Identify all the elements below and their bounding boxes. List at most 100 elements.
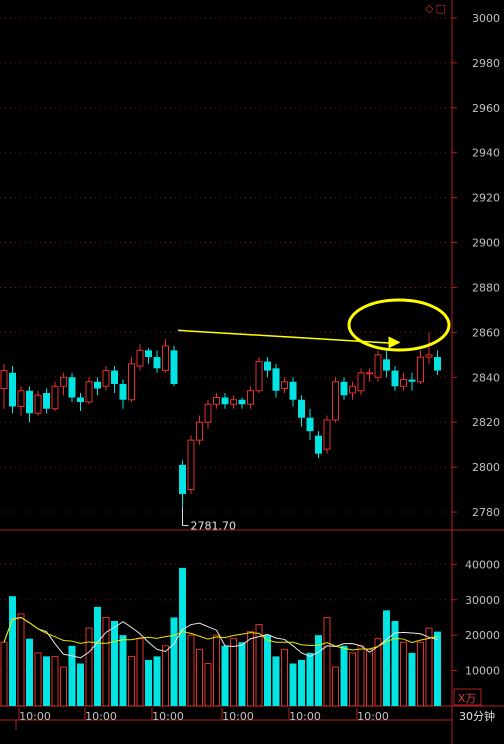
candle-body-up bbox=[366, 372, 373, 375]
volume-bar-up bbox=[34, 652, 42, 707]
candle-body-up bbox=[400, 379, 407, 387]
candle-body-up bbox=[349, 385, 356, 394]
candle-body-down bbox=[77, 397, 84, 402]
candle-body-down bbox=[340, 381, 348, 396]
price-tick-label: 2880 bbox=[472, 281, 500, 294]
volume-bar-down bbox=[111, 621, 118, 706]
volume-bar-down bbox=[391, 621, 399, 706]
volume-bar-up bbox=[128, 655, 135, 707]
diamond-icon[interactable]: ◇ bbox=[425, 2, 434, 15]
candle-body-down bbox=[153, 357, 161, 369]
candle-body-up bbox=[332, 381, 339, 421]
candle-body-down bbox=[111, 370, 118, 385]
corner-controls[interactable]: ◇ □ bbox=[423, 2, 446, 15]
volume-bar-down bbox=[94, 606, 101, 706]
price-tick-label: 2940 bbox=[472, 147, 500, 160]
candle-body-down bbox=[298, 399, 305, 418]
price-tick-label: 2840 bbox=[472, 371, 500, 384]
volume-bar-down bbox=[9, 596, 16, 706]
candle-body-up bbox=[60, 376, 67, 387]
time-tick-label: 10:00 bbox=[85, 710, 117, 723]
volume-unit-box bbox=[453, 688, 482, 706]
candle-body-down bbox=[179, 464, 186, 495]
candle-body-up bbox=[128, 363, 135, 401]
volume-bar-down bbox=[434, 631, 441, 706]
candle-body-up bbox=[417, 356, 424, 383]
candle-body-down bbox=[238, 399, 246, 405]
volume-bar-down bbox=[340, 645, 348, 706]
candle-body-up bbox=[136, 349, 144, 367]
volume-bar-up bbox=[85, 627, 93, 707]
candle-body-up bbox=[85, 381, 93, 403]
candle-body-up bbox=[357, 372, 365, 392]
timeframe-label: 30分钟 bbox=[459, 709, 495, 723]
candle-body-down bbox=[264, 361, 271, 371]
volume-bar-down bbox=[145, 659, 152, 706]
volume-bar-up bbox=[247, 631, 254, 707]
volume-bar-up bbox=[204, 663, 212, 707]
price-tick-label: 2820 bbox=[472, 416, 500, 429]
volume-tick-label: 40000 bbox=[465, 558, 500, 571]
time-tick-label: 10:00 bbox=[357, 710, 389, 723]
volume-bar-down bbox=[298, 659, 305, 706]
price-tick-label: 2960 bbox=[472, 102, 500, 115]
volume-unit-label: X万 bbox=[458, 692, 477, 705]
candle-body-down bbox=[68, 377, 76, 398]
candle-body-up bbox=[374, 354, 382, 378]
candle-body-up bbox=[281, 381, 288, 390]
candle-body-down bbox=[170, 350, 178, 385]
price-tick-label: 2920 bbox=[472, 192, 500, 205]
volume-bar-up bbox=[162, 645, 169, 707]
volume-bar-up bbox=[417, 641, 424, 707]
volume-bar-down bbox=[26, 638, 33, 706]
volume-tick-label: 30000 bbox=[465, 594, 500, 607]
volume-bar-down bbox=[238, 642, 246, 706]
volume-bar-up bbox=[425, 627, 433, 707]
volume-bar-up bbox=[374, 638, 382, 707]
arrow-head bbox=[388, 336, 401, 349]
time-tick-label: 10:00 bbox=[222, 710, 254, 723]
volume-bar-down bbox=[289, 663, 297, 706]
volume-tick-label: 20000 bbox=[465, 629, 500, 642]
candle-body-down bbox=[408, 379, 416, 382]
candle-body-up bbox=[230, 399, 237, 405]
volume-bar-down bbox=[179, 567, 186, 706]
volume-bar-up bbox=[230, 638, 237, 707]
candle-body-up bbox=[323, 419, 331, 450]
volume-bar-up bbox=[400, 641, 407, 707]
candle-body-up bbox=[425, 354, 433, 358]
volume-bar-up bbox=[349, 652, 356, 707]
candle-body-down bbox=[221, 397, 229, 405]
price-tick-label: 3000 bbox=[472, 12, 500, 25]
candle-body-down bbox=[272, 368, 280, 391]
volume-bar-up bbox=[60, 666, 67, 707]
candle-body-down bbox=[43, 393, 50, 409]
candle-body-down bbox=[94, 381, 101, 389]
volume-bar-up bbox=[357, 645, 365, 707]
candle-body-up bbox=[17, 390, 25, 407]
volume-bar-up bbox=[17, 613, 25, 707]
volume-bar-up bbox=[255, 624, 263, 707]
volume-bar-down bbox=[68, 645, 76, 706]
volume-ma-yellow-line bbox=[3, 616, 438, 651]
volume-bar-up bbox=[366, 648, 373, 707]
candle-body-up bbox=[213, 397, 220, 405]
low-annotation-label: 2781.70 bbox=[191, 520, 237, 533]
candle-body-down bbox=[119, 384, 127, 400]
candle-body-down bbox=[145, 350, 152, 358]
candle-body-up bbox=[255, 361, 263, 392]
volume-bar-up bbox=[196, 648, 203, 707]
volume-bar-down bbox=[77, 663, 84, 706]
highlight-circle bbox=[347, 298, 451, 352]
candle-body-down bbox=[26, 390, 33, 414]
candle-body-up bbox=[196, 421, 203, 441]
volume-bar-up bbox=[187, 634, 195, 707]
candle-body-up bbox=[204, 403, 212, 423]
candle-body-up bbox=[34, 394, 42, 414]
candle-body-up bbox=[162, 345, 169, 372]
square-icon[interactable]: □ bbox=[435, 2, 446, 15]
candle-body-down bbox=[306, 417, 314, 432]
time-tick-label: 10:00 bbox=[289, 710, 321, 723]
volume-bar-up bbox=[332, 666, 339, 707]
